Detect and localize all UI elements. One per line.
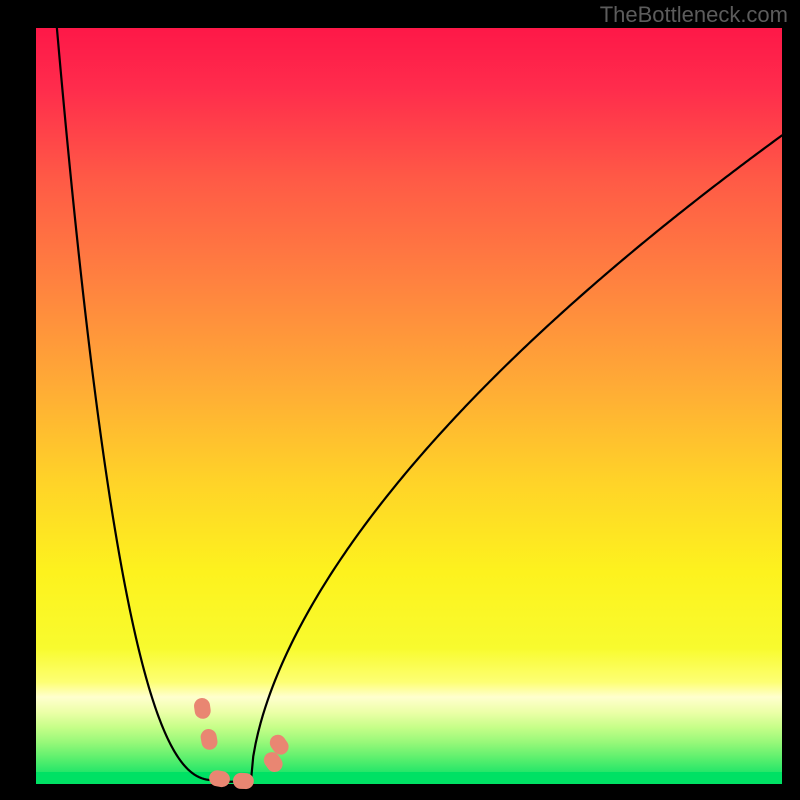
chart-svg — [0, 0, 800, 800]
chart-background — [36, 28, 782, 784]
chart-stage: TheBottleneck.com — [0, 0, 800, 800]
watermark-text: TheBottleneck.com — [600, 2, 788, 28]
data-marker — [233, 773, 254, 790]
chart-bottom-bar — [36, 772, 782, 784]
